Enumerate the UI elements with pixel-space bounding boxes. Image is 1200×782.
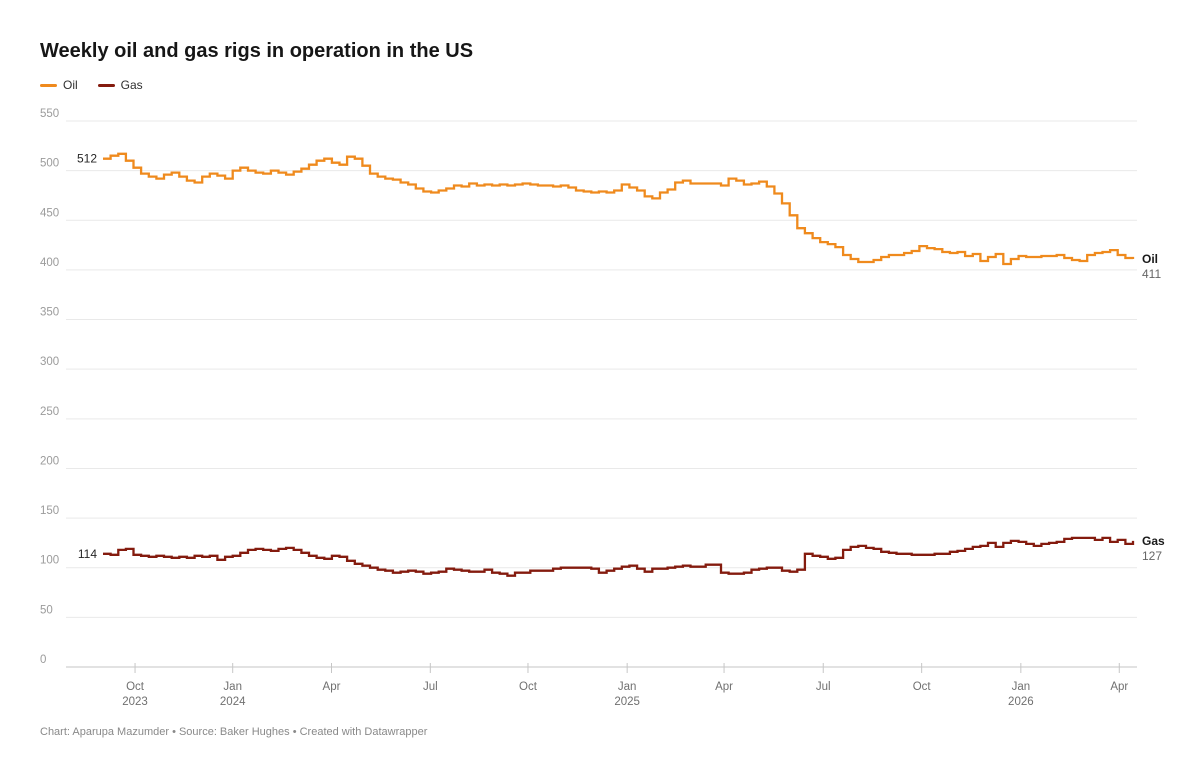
- y-axis-label: 150: [40, 505, 59, 517]
- series-line-gas: [103, 536, 1135, 577]
- x-axis-year-label: 2025: [614, 696, 640, 708]
- y-axis-label: 300: [40, 356, 59, 368]
- series-end-value-gas: 127: [1142, 549, 1162, 563]
- series-line-oil: [103, 152, 1135, 266]
- series-start-value-gas: 114: [78, 547, 97, 561]
- x-axis-year-label: 2024: [220, 696, 246, 708]
- x-axis-label: Oct: [913, 681, 932, 693]
- x-axis-label: Jul: [816, 681, 831, 693]
- x-axis-label: Jan: [223, 681, 242, 693]
- legend-label: Gas: [120, 78, 143, 92]
- y-axis-label: 200: [40, 455, 59, 467]
- x-axis-label: Apr: [715, 681, 733, 693]
- legend-item-oil: Oil: [40, 78, 78, 92]
- x-axis-year-label: 2023: [122, 696, 148, 708]
- x-axis-label: Apr: [1110, 681, 1128, 693]
- y-axis-label: 100: [40, 555, 59, 567]
- series-start-value-oil: 512: [77, 152, 97, 166]
- y-axis-label: 250: [40, 406, 59, 418]
- legend-item-gas: Gas: [97, 78, 143, 92]
- x-axis-label: Oct: [126, 681, 145, 693]
- y-axis-label: 400: [40, 257, 59, 269]
- y-axis-label: 0: [40, 654, 46, 666]
- x-axis-label: Jan: [1012, 681, 1031, 693]
- y-axis-label: 550: [40, 108, 59, 120]
- x-axis-label: Apr: [323, 681, 341, 693]
- x-axis-label: Oct: [519, 681, 538, 693]
- x-axis-year-label: 2026: [1008, 696, 1034, 708]
- page-title: Weekly oil and gas rigs in operation in …: [40, 40, 474, 62]
- series-end-name-oil: Oil: [1142, 252, 1158, 266]
- x-axis-label: Jan: [618, 681, 637, 693]
- series-end-name-gas: Gas: [1142, 534, 1165, 548]
- series-end-value-oil: 411: [1142, 267, 1161, 281]
- chart-legend: Oil Gas: [40, 78, 143, 92]
- legend-swatch-oil: [40, 83, 57, 87]
- y-axis-label: 450: [40, 207, 59, 219]
- legend-swatch-gas: [97, 83, 115, 87]
- legend-label: Oil: [63, 78, 78, 92]
- y-axis-label: 500: [40, 158, 59, 170]
- y-axis-label: 350: [40, 307, 59, 319]
- x-axis-label: Jul: [423, 681, 438, 693]
- y-axis-label: 50: [40, 604, 53, 616]
- chart-attribution: Chart: Aparupa Mazumder • Source: Baker …: [40, 726, 428, 738]
